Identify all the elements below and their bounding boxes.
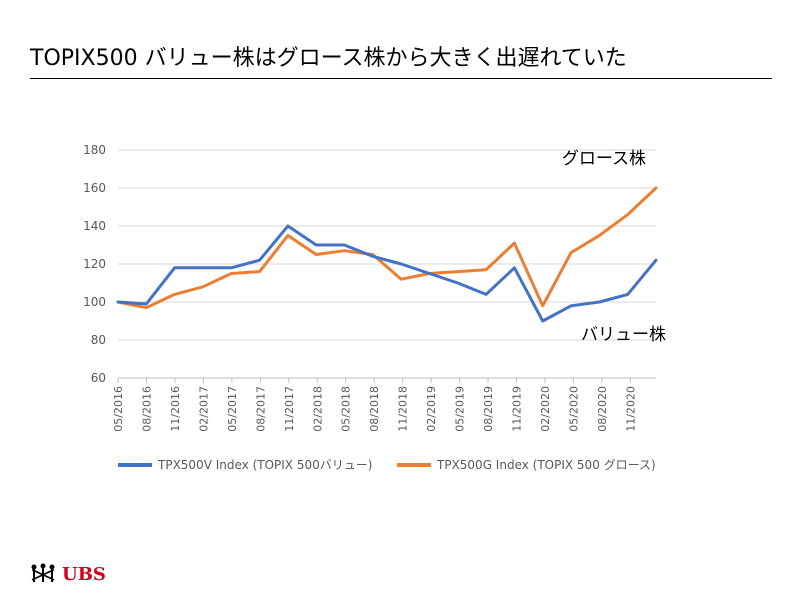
legend-label-growth: TPX500G Index (TOPIX 500 グロース): [436, 458, 656, 472]
x-tick-label: 05/2017: [226, 386, 239, 432]
y-tick-label: 120: [83, 257, 106, 271]
x-tick-label: 08/2018: [368, 386, 381, 432]
y-tick-label: 140: [83, 219, 106, 233]
x-tick-label: 11/2016: [169, 386, 182, 432]
x-tick-label: 11/2019: [511, 386, 524, 432]
annotation-value: バリュー株: [581, 325, 666, 345]
logo-text: UBS: [62, 563, 106, 585]
keys-icon: [31, 563, 55, 582]
legend: TPX500V Index (TOPIX 500バリュー) TPX500G Ind…: [118, 458, 656, 472]
y-tick-label: 180: [83, 143, 106, 157]
x-tick-label: 02/2020: [539, 386, 552, 432]
x-tick-label: 02/2019: [425, 386, 438, 432]
x-tick-label: 02/2017: [197, 386, 210, 432]
x-tick-label: 11/2017: [283, 386, 296, 432]
gridlines: [118, 149, 656, 379]
x-tick-label: 08/2016: [140, 386, 153, 432]
y-tick-label: 60: [91, 371, 106, 385]
x-tick-label: 08/2017: [254, 386, 267, 432]
x-tick-label: 05/2018: [340, 386, 353, 432]
series-line-value: [116, 224, 658, 323]
y-tick-label: 80: [91, 333, 106, 347]
x-tick-label: 11/2018: [397, 386, 410, 432]
x-tick-label: 05/2020: [567, 386, 580, 432]
legend-label-value: TPX500V Index (TOPIX 500バリュー): [157, 458, 372, 472]
x-axis-ticks: 05/2016 08/2016 11/2016 02/2017 05/2017 08/20…: [112, 377, 656, 432]
x-tick-label: 08/2020: [596, 386, 609, 432]
x-tick-label: 05/2016: [112, 386, 125, 432]
title-divider: [30, 78, 772, 79]
ubs-logo: UBS: [30, 560, 106, 588]
annotation-growth: グロース株: [562, 149, 646, 169]
slide-title: TOPIX500 バリュー株はグロース株から大きく出遅れていた: [30, 46, 627, 71]
x-tick-label: 11/2020: [624, 386, 637, 432]
x-tick-label: 08/2019: [482, 386, 495, 432]
y-tick-label: 100: [83, 295, 106, 309]
y-axis-ticks: 60 80 100 120 140 160 180: [83, 143, 106, 385]
series-line-growth: [116, 186, 658, 310]
line-chart: 60 80 100 120 140 160 180 05/2016 08/2016 11/201…: [83, 143, 666, 472]
x-tick-label: 02/2018: [311, 386, 324, 432]
series-lines: [116, 186, 658, 323]
x-tick-label: 05/2019: [454, 386, 467, 432]
y-tick-label: 160: [83, 181, 106, 195]
